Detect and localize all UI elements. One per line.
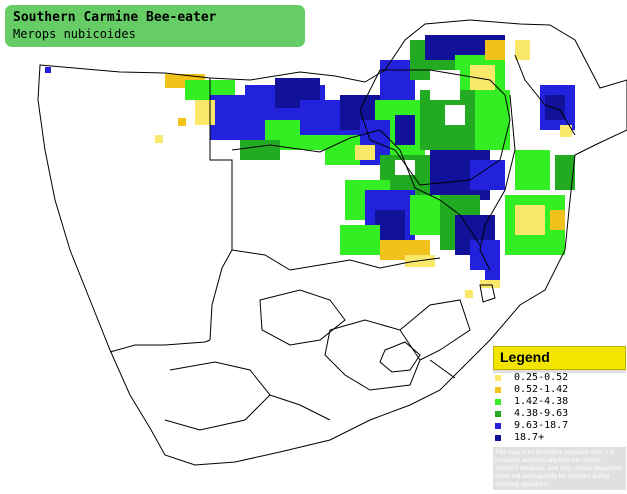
disclaimer-line: produced automatically from the current <box>495 458 601 464</box>
legend-item: 18.7+ <box>493 432 626 445</box>
legend-swatch <box>495 399 501 405</box>
legend-swatch <box>495 435 501 441</box>
legend-disclaimer: This map is for illustrative purposes on… <box>495 449 625 489</box>
disclaimer-line: This map is for illustrative purposes on… <box>495 450 615 456</box>
legend-item: 0.52-1.42 <box>493 384 626 397</box>
legend-item: 0.25-0.52 <box>493 372 626 385</box>
disclaimer-line: checking operations. <box>495 482 551 488</box>
country-borders <box>37 19 627 466</box>
legend-item: 1.42-4.38 <box>493 396 626 409</box>
legend-header: Legend <box>493 346 626 370</box>
species-scientific-name: Merops nubicoides <box>13 27 136 41</box>
legend-label: 0.25-0.52 <box>514 372 569 383</box>
legend-swatch <box>495 423 501 429</box>
title-panel: Southern Carmine Bee-eater Merops nubico… <box>5 5 305 47</box>
legend-swatch <box>495 411 501 417</box>
disclaimer-line: SABAP2 database, and may contain datapoi… <box>495 466 622 472</box>
legend-item: 9.63-18.7 <box>493 420 626 433</box>
legend-label: 0.52-1.42 <box>514 384 569 395</box>
legend-label: 18.7+ <box>514 432 545 443</box>
legend-item: 4.38-9.63 <box>493 408 626 421</box>
disclaimer-line: which will subsequently be removed durin… <box>495 474 610 480</box>
legend-label: 9.63-18.7 <box>514 420 569 431</box>
legend-label: 1.42-4.38 <box>514 396 569 407</box>
legend-items: 0.25-0.52 0.52-1.42 1.42-4.38 4.38-9.63 … <box>493 372 626 447</box>
distribution-cells <box>45 35 575 298</box>
legend-swatch <box>495 387 501 393</box>
legend-panel: Legend 0.25-0.52 0.52-1.42 1.42-4.38 4.3… <box>493 346 626 490</box>
species-common-name: Southern Carmine Bee-eater <box>13 10 217 25</box>
legend-title: Legend <box>500 349 550 365</box>
legend-swatch <box>495 375 501 381</box>
legend-label: 4.38-9.63 <box>514 408 569 419</box>
